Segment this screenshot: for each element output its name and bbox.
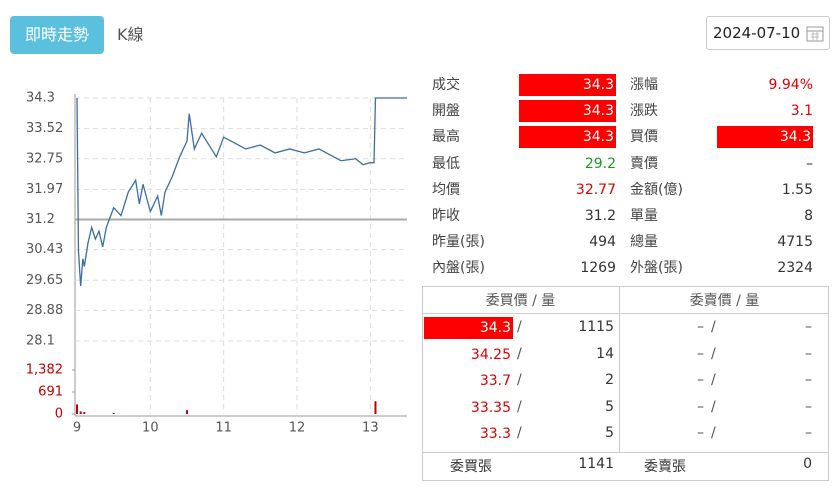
quote-value: 494 (589, 234, 616, 251)
y-tick-label: 28.1 (26, 334, 55, 349)
separator: / (517, 345, 522, 362)
quote-label: 漲幅 (630, 77, 658, 93)
footer-value: 1141 (578, 456, 614, 472)
quote-label: 金額(億) (630, 181, 683, 198)
quote-label: 買價 (630, 129, 658, 146)
ask-price: – (697, 425, 704, 441)
y-tick-label: 31.97 (26, 182, 63, 197)
ask-price: – (697, 319, 704, 335)
quote-value: 34.3 (519, 126, 616, 149)
x-tick-label: 9 (73, 421, 81, 436)
ask-price: – (697, 398, 704, 415)
separator: / (517, 425, 522, 441)
quote-label: 外盤(張) (630, 260, 683, 277)
quote-label: 最高 (432, 129, 460, 146)
ask-volume: – (805, 398, 812, 415)
separator: / (711, 345, 716, 362)
volume-tick-label: 691 (38, 385, 63, 400)
chart: 34.3 33.52 32.75 31.97 31.2 30.43 29.65 28.88 28… (26, 91, 407, 436)
y-tick-label: 32.75 (26, 151, 63, 166)
separator: / (517, 319, 522, 335)
quote-value: 1269 (580, 260, 616, 277)
ask-volume: – (805, 425, 812, 441)
footer-label: 委賣張 (644, 459, 686, 475)
quote-value: 32.77 (575, 181, 616, 198)
book-divider (619, 286, 620, 452)
volume-tick-label: 1,382 (26, 363, 63, 378)
quote-label: 內盤(張) (432, 260, 485, 277)
date: 2024-07-10 (713, 24, 801, 42)
footer-label: 委買張 (450, 459, 492, 475)
quote-label: 昨收 (432, 208, 460, 224)
quote-value: 31.2 (584, 208, 616, 224)
x-tick-label: 13 (362, 421, 379, 436)
bid-volume: 2 (605, 372, 614, 388)
bid-price: 34.25 (470, 346, 511, 363)
quote-label: 總量 (630, 234, 658, 251)
bid-volume: 5 (605, 425, 614, 441)
ask-header: 委賣價 / 量 (689, 293, 760, 309)
y-tick-label: 31.2 (26, 212, 55, 227)
separator: / (711, 398, 716, 415)
ask-volume: – (805, 372, 812, 388)
quote-value: 29.2 (584, 155, 616, 172)
y-tick-label: 29.65 (26, 273, 63, 288)
quote-value: 34.3 (717, 126, 813, 149)
quote-value: 9.94% (768, 77, 813, 93)
y-tick-label: 33.52 (26, 121, 63, 136)
quote-value: 1.55 (781, 181, 813, 198)
separator: / (517, 372, 522, 388)
bid-header: 委買價 / 量 (485, 293, 556, 309)
live-button[interactable]: 即時走勢 (10, 16, 104, 54)
bid-price: 33.3 (479, 426, 511, 442)
k-tab[interactable]: K線 (117, 25, 144, 44)
quote-value: 2324 (777, 260, 813, 277)
quote-label: 成交 (432, 77, 460, 93)
y-tick-label: 30.43 (26, 242, 63, 257)
quote-label: 昨量(張) (432, 234, 485, 251)
quote-value: 4715 (777, 234, 813, 251)
separator: / (711, 425, 716, 441)
ask-volume: – (805, 319, 812, 335)
separator: / (711, 372, 716, 388)
quote-value: 8 (804, 208, 813, 224)
book-divider (422, 313, 829, 314)
quote-value: – (806, 155, 813, 172)
bid-price: 33.7 (479, 373, 511, 389)
volume-tick-label: 0 (55, 407, 63, 422)
ask-price: – (697, 345, 704, 362)
x-tick-label: 10 (142, 421, 159, 436)
x-tick-label: 11 (215, 421, 232, 436)
quote-label: 均價 (432, 181, 460, 198)
x-tick-label: 12 (289, 421, 306, 436)
ask-volume: – (805, 345, 812, 362)
bid-volume: 1115 (578, 319, 614, 335)
quote-value: 3.1 (790, 103, 813, 120)
book-divider (422, 452, 829, 453)
bid-volume: 14 (596, 345, 614, 362)
separator: / (711, 319, 716, 335)
bid-volume: 5 (605, 398, 614, 415)
bid-price: 34.3 (424, 317, 513, 339)
footer-value: 0 (803, 456, 812, 472)
quote-label: 單量 (630, 208, 658, 224)
bid-price: 33.35 (470, 399, 511, 416)
price-line (76, 97, 407, 287)
order-book (422, 286, 829, 481)
ask-price: – (697, 372, 704, 388)
quote-value: 34.3 (519, 74, 616, 96)
separator: / (517, 398, 522, 415)
quote-label: 最低 (432, 155, 460, 172)
y-tick-label: 28.88 (26, 303, 63, 318)
quote-label: 開盤 (432, 103, 460, 120)
quote-label: 漲跌 (630, 103, 658, 120)
date-picker[interactable]: 2024-07-10 (706, 16, 830, 50)
calendar-icon (806, 26, 824, 42)
quote-value: 34.3 (519, 100, 616, 123)
quote-label: 賣價 (630, 155, 658, 172)
y-tick-label: 34.3 (26, 91, 55, 106)
